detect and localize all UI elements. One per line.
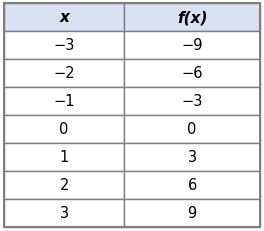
Bar (4, 88, 124, 116)
Text: x: x (59, 10, 69, 25)
Bar (4, 199, 124, 227)
Bar (4, 60, 124, 88)
Bar (4, 4, 124, 32)
Text: 9: 9 (187, 206, 197, 221)
Bar (4, 32, 124, 60)
Text: 2: 2 (59, 178, 69, 193)
Bar (124, 88, 260, 116)
Text: −6: −6 (181, 66, 203, 81)
Text: −2: −2 (53, 66, 75, 81)
Bar (4, 143, 124, 171)
Text: f(x): f(x) (177, 10, 208, 25)
Text: 6: 6 (187, 178, 197, 193)
Text: −3: −3 (181, 94, 203, 109)
Text: 1: 1 (60, 150, 69, 165)
Text: 3: 3 (188, 150, 197, 165)
Bar (124, 4, 260, 32)
Bar (124, 32, 260, 60)
Text: −3: −3 (54, 38, 75, 53)
Text: 0: 0 (187, 122, 197, 137)
Bar (124, 171, 260, 199)
Text: −1: −1 (53, 94, 75, 109)
Bar (124, 143, 260, 171)
Bar (124, 116, 260, 143)
Text: 0: 0 (59, 122, 69, 137)
Text: 3: 3 (60, 206, 69, 221)
Bar (4, 116, 124, 143)
Bar (124, 199, 260, 227)
Bar (4, 171, 124, 199)
Text: −9: −9 (181, 38, 203, 53)
Bar (124, 60, 260, 88)
